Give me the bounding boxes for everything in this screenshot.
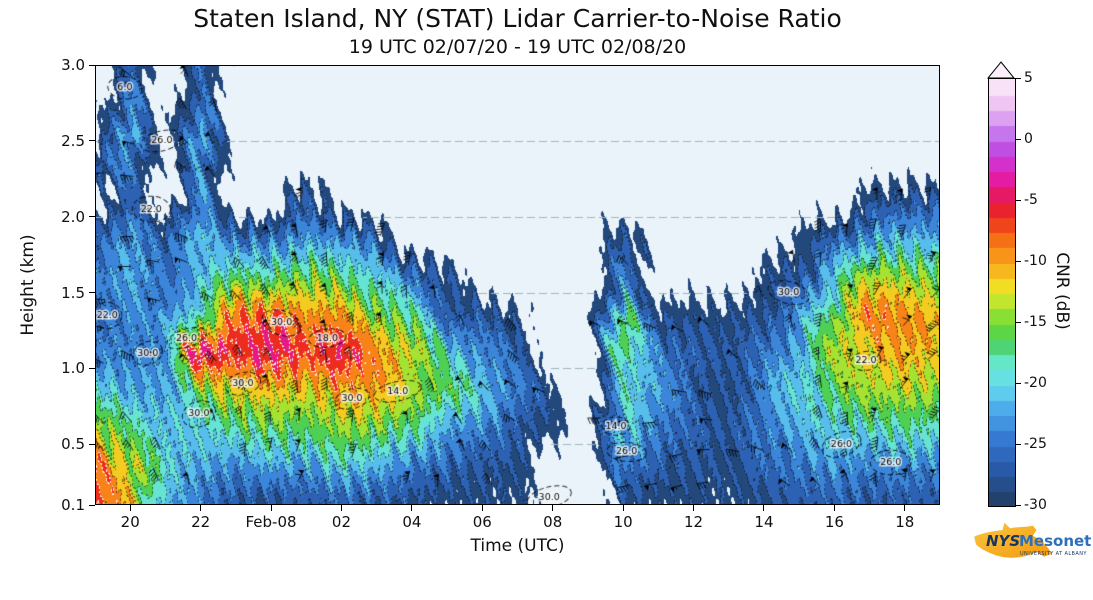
colorbar-tick-mark [1016,260,1021,262]
x-tick-mark [200,505,202,511]
colorbar [988,78,1016,507]
colorbar-tick-mark [1016,77,1021,79]
y-tick-label: 0.1 [61,496,85,514]
x-tick-label: 18 [895,513,915,531]
colorbar-tick-mark [1016,382,1021,384]
x-tick-label: 10 [613,513,633,531]
x-tick-mark [833,505,835,511]
x-tick-mark [552,505,554,511]
colorbar-tick-label: -10 [1024,253,1047,269]
x-tick-mark [270,505,272,511]
y-tick-mark [89,292,95,294]
logo-tagline: UNIVERSITY AT ALBANY [1020,551,1087,557]
colorbar-label: CNR (dB) [1052,252,1072,330]
logo-text-mesonet: Mesonet [1019,532,1092,550]
colorbar-tick-label: -20 [1024,375,1047,391]
colorbar-tick-label: -15 [1024,314,1047,330]
x-tick-mark [411,505,413,511]
colorbar-tick-mark [1016,504,1021,506]
colorbar-tick-mark [1016,199,1021,201]
y-tick-mark [89,367,95,369]
y-tick-label: 2.5 [61,131,85,150]
y-tick-label: 2.0 [61,207,85,226]
logo-text-nys: NYS [986,532,1021,550]
x-tick-label: 08 [543,513,563,531]
y-axis-label: Height (km) [18,234,38,336]
y-tick-mark [89,216,95,218]
x-tick-label: 12 [683,513,704,531]
colorbar-tick-label: -30 [1024,497,1047,513]
colorbar-tick-label: 0 [1024,131,1033,147]
colorbar-tick-label: -25 [1024,436,1047,452]
x-tick-label: 02 [331,513,351,531]
y-tick-mark [89,443,95,445]
cnr-heatmap-canvas [95,65,940,505]
colorbar-tick-label: -5 [1024,192,1038,208]
x-tick-mark [693,505,695,511]
x-tick-mark [763,505,765,511]
x-tick-label: Feb-08 [245,513,297,531]
x-tick-mark [481,505,483,511]
ny-state-shape-icon [974,522,1052,558]
x-tick-label: 14 [754,513,774,531]
chart-title: Staten Island, NY (STAT) Lidar Carrier-t… [193,4,842,33]
x-tick-mark [904,505,906,511]
y-tick-label: 1.5 [61,283,85,302]
colorbar-tick-mark [1016,321,1021,323]
x-tick-mark [622,505,624,511]
y-tick-mark [89,64,95,66]
nys-mesonet-logo: NYS Mesonet UNIVERSITY AT ALBANY [962,512,1092,597]
x-tick-label: 04 [402,513,422,531]
x-tick-label: 22 [191,513,211,531]
x-tick-label: 06 [472,513,492,531]
colorbar-extend-arrow [987,61,1015,79]
y-tick-label: 3.0 [61,56,85,74]
y-tick-label: 1.0 [61,359,85,378]
y-tick-mark [89,140,95,142]
x-tick-mark [129,505,131,511]
x-tick-mark [340,505,342,511]
colorbar-tick-mark [1016,443,1021,445]
chart-subtitle: 19 UTC 02/07/20 - 19 UTC 02/08/20 [348,36,687,58]
x-tick-label: 20 [120,513,140,531]
colorbar-tick-mark [1016,138,1021,140]
y-tick-label: 0.5 [61,435,85,454]
x-tick-label: 16 [824,513,844,531]
x-axis-label: Time (UTC) [470,536,565,556]
colorbar-tick-label: 5 [1024,70,1033,86]
y-tick-mark [89,504,95,506]
